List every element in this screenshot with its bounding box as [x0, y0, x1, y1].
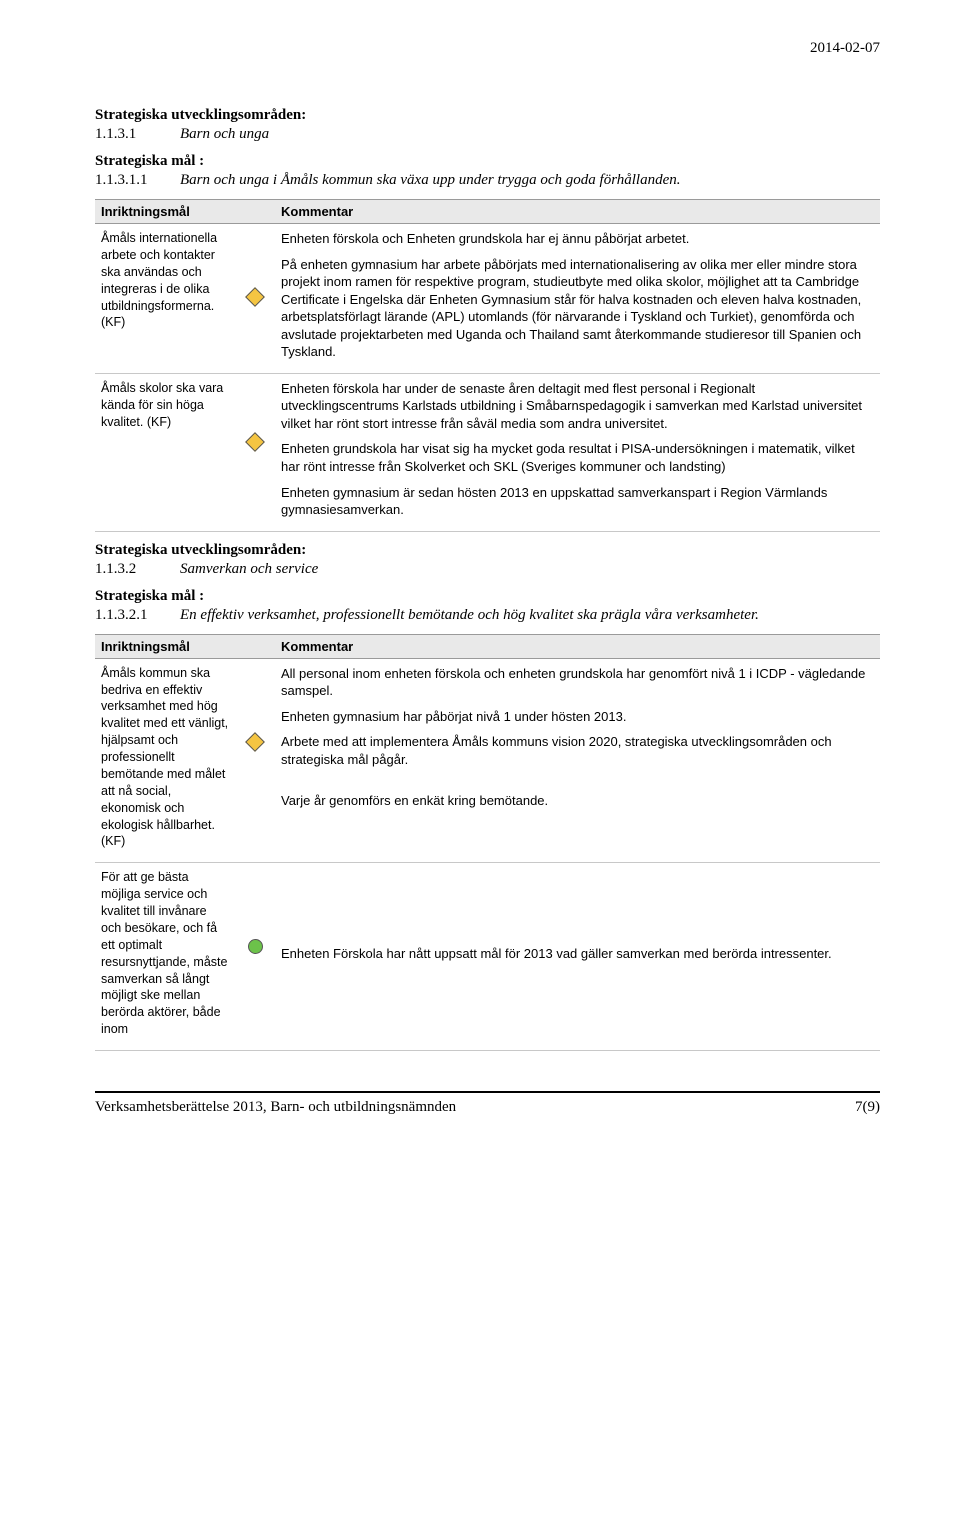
- section2-area-num: 1.1.3.2: [95, 561, 180, 578]
- comment-para: Enheten gymnasium har påbörjat nivå 1 un…: [281, 708, 874, 726]
- section2-goal-title-text: En effektiv verksamhet, professionellt b…: [180, 607, 759, 623]
- comment-para: Enheten gymnasium är sedan hösten 2013 e…: [281, 484, 874, 519]
- goal-cell: Åmåls kommun ska bedriva en effektiv ver…: [95, 658, 235, 863]
- table-row: Åmåls internationella arbete och kontakt…: [95, 224, 880, 374]
- date-header: 2014-02-07: [95, 40, 880, 57]
- comment-para: Enheten förskola har under de senaste år…: [281, 380, 874, 433]
- th-indicator: [235, 200, 275, 224]
- status-diamond-icon: [245, 432, 265, 452]
- section2-goal-line: 1.1.3.2.1 En effektiv verksamhet, profes…: [95, 607, 880, 624]
- section1-area-num: 1.1.3.1: [95, 126, 180, 143]
- th-goal: Inriktningsmål: [95, 200, 235, 224]
- goal-cell: Åmåls skolor ska vara kända för sin höga…: [95, 373, 235, 531]
- section2-goal-title: En effektiv verksamhet, professionellt b…: [180, 607, 880, 624]
- section2-goal-num: 1.1.3.2.1: [95, 607, 180, 624]
- footer-right: 7(9): [855, 1099, 880, 1116]
- th-goal: Inriktningsmål: [95, 634, 235, 658]
- goal-table-2: Inriktningsmål Kommentar Åmåls kommun sk…: [95, 634, 880, 1051]
- th-comment: Kommentar: [275, 634, 880, 658]
- comment-para: Enheten förskola och Enheten grundskola …: [281, 230, 874, 248]
- comment-para: All personal inom enheten förskola och e…: [281, 665, 874, 700]
- page: 2014-02-07 Strategiska utvecklingsområde…: [0, 0, 960, 1146]
- comment-cell: Enheten förskola och Enheten grundskola …: [275, 224, 880, 374]
- status-circle-icon: [248, 939, 263, 954]
- indicator-cell: [235, 373, 275, 531]
- section2-goals-label: Strategiska mål :: [95, 588, 880, 605]
- comment-para: På enheten gymnasium har arbete påbörjat…: [281, 256, 874, 361]
- comment-para: Enheten grundskola har visat sig ha myck…: [281, 440, 874, 475]
- table-header-row: Inriktningsmål Kommentar: [95, 200, 880, 224]
- section2-areas-label: Strategiska utvecklingsområden:: [95, 542, 880, 559]
- comment-para: Enheten Förskola har nått uppsatt mål fö…: [281, 945, 874, 963]
- section1-areas-label: Strategiska utvecklingsområden:: [95, 107, 880, 124]
- status-diamond-icon: [245, 732, 265, 752]
- goal-table-1: Inriktningsmål Kommentar Åmåls internati…: [95, 199, 880, 532]
- indicator-cell: [235, 863, 275, 1051]
- table-row: Åmåls kommun ska bedriva en effektiv ver…: [95, 658, 880, 863]
- comment-cell: Enheten Förskola har nått uppsatt mål fö…: [275, 863, 880, 1051]
- section1-goal-title: Barn och unga i Åmåls kommun ska växa up…: [180, 172, 880, 189]
- status-diamond-icon: [245, 287, 265, 307]
- th-indicator: [235, 634, 275, 658]
- goal-cell: Åmåls internationella arbete och kontakt…: [95, 224, 235, 374]
- section2-area-line: 1.1.3.2 Samverkan och service: [95, 561, 880, 578]
- comment-cell: All personal inom enheten förskola och e…: [275, 658, 880, 863]
- section1-goals-label: Strategiska mål :: [95, 153, 880, 170]
- comment-para: Varje år genomförs en enkät kring bemöta…: [281, 792, 874, 810]
- section1-goal-num: 1.1.3.1.1: [95, 172, 180, 189]
- table-row: För att ge bästa möjliga service och kva…: [95, 863, 880, 1051]
- comment-para: Arbete med att implementera Åmåls kommun…: [281, 733, 874, 768]
- table-header-row: Inriktningsmål Kommentar: [95, 634, 880, 658]
- th-comment: Kommentar: [275, 200, 880, 224]
- comment-cell: Enheten förskola har under de senaste år…: [275, 373, 880, 531]
- indicator-cell: [235, 224, 275, 374]
- indicator-cell: [235, 658, 275, 863]
- section2-area-title: Samverkan och service: [180, 561, 880, 578]
- section1-area-title: Barn och unga: [180, 126, 880, 143]
- section1-goal-line: 1.1.3.1.1 Barn och unga i Åmåls kommun s…: [95, 172, 880, 189]
- goal-cell: För att ge bästa möjliga service och kva…: [95, 863, 235, 1051]
- section1-area-line: 1.1.3.1 Barn och unga: [95, 126, 880, 143]
- footer-rule: [95, 1091, 880, 1093]
- footer-left: Verksamhetsberättelse 2013, Barn- och ut…: [95, 1099, 456, 1116]
- footer-line: Verksamhetsberättelse 2013, Barn- och ut…: [95, 1099, 880, 1116]
- table-row: Åmåls skolor ska vara kända för sin höga…: [95, 373, 880, 531]
